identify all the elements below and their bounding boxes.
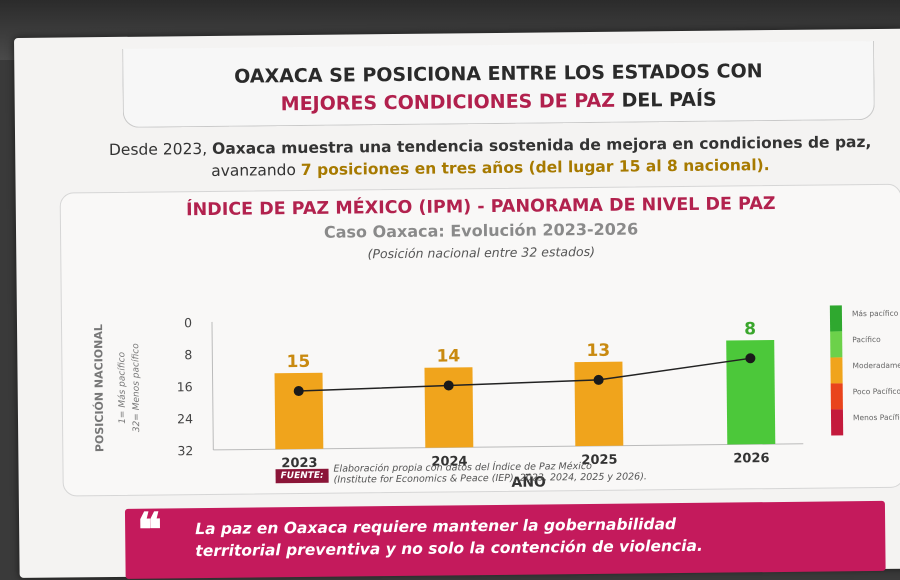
quote-text: La paz en Oaxaca requiere mantener la go… [195,511,875,562]
legend-swatch [830,331,843,358]
y-tick-label: 16 [177,379,193,394]
trend-point-2026 [745,353,756,364]
y-axis-sublabel-1: 1= Más pacífico [117,351,128,423]
x-tick-label: 2026 [733,451,769,466]
trend-point-2024 [443,380,454,391]
x-tick-label: 2023 [281,456,317,471]
bar-2024 [424,367,474,448]
presentation-screen: OAXACA SE POSICIONA ENTRE LOS ESTADOS CO… [14,28,900,579]
trend-point-2025 [593,374,604,385]
ipm-chart: 0 8 16 24 32 POSICIÓN NACIONAL 1= Más pacífico… [92,305,900,491]
trend-line [298,357,751,392]
y-tick-label: 0 [184,315,192,330]
quote-mark-icon: ❝ [136,502,163,557]
legend-label: Pacífico [852,335,881,344]
y-tick-label: 24 [177,411,193,426]
intro-part-1: Desde 2023, [108,139,213,160]
data-label-2023: 15 [286,352,310,372]
legend-label: Más pacífico [852,309,899,318]
x-tick-label: 2025 [581,453,617,468]
title-line-1: OAXACA SE POSICIONA ENTRE LOS ESTADOS CO… [234,60,763,88]
source-text: Elaboración propia con datos del Índice … [333,459,753,486]
legend-label: Moderadamente Pacífico [852,360,900,370]
intro-text: Desde 2023, Oaxaca muestra una tendencia… [75,131,900,184]
bar-2025 [574,361,624,447]
legend-label: Poco Pacífico [853,387,900,397]
y-tick-label: 8 [184,347,192,362]
intro-part-2: Oaxaca muestra una tendencia sostenida d… [212,133,872,158]
trend-point-2023 [293,386,304,397]
legend-swatch [830,357,843,384]
bar-2026 [726,340,776,445]
quote-banner: ❝ La paz en Oaxaca requiere mantener la … [124,500,886,579]
legend-label: Menos Pacífico [853,413,900,423]
x-tick-label: 2024 [431,454,467,469]
chart-card: ÍNDICE DE PAZ MÉXICO (IPM) - PANORAMA DE… [59,183,900,497]
y-axis-sublabel-2: 32= Menos pacífico [131,343,142,432]
x-axis-label: AÑO [511,473,546,490]
title-line-2: MEJORES CONDICIONES DE PAZ DEL PAÍS [124,87,874,117]
title-accent: MEJORES CONDICIONES DE PAZ [280,89,616,116]
intro-part-4: 7 posiciones en tres años (del lugar 15 … [300,156,770,180]
title-box: OAXACA SE POSICIONA ENTRE LOS ESTADOS CO… [122,40,875,128]
intro-part-3: avanzando [211,161,301,180]
legend-swatch [829,305,843,332]
legend-swatch [830,409,844,436]
data-label-2026: 8 [744,319,756,339]
legend-swatch [830,383,843,410]
data-label-2025: 13 [586,341,610,361]
source-badge: FUENTE: [275,468,329,484]
bar-2023 [274,372,324,450]
y-axis-line [211,321,214,450]
title-rest: DEL PAÍS [614,88,717,112]
y-tick-label: 32 [177,443,193,458]
data-label-2024: 14 [436,346,460,366]
y-axis-label: POSICIÓN NACIONAL [92,324,106,452]
